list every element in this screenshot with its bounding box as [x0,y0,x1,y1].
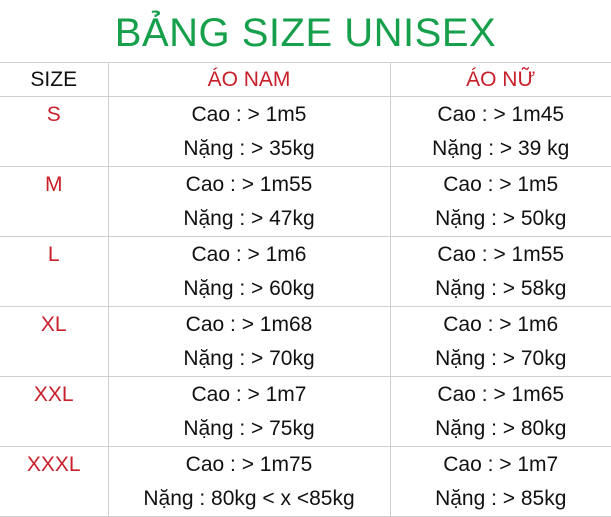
women-height: Cao : > 1m5 [391,167,611,201]
men-weight: Nặng : > 70kg [109,341,390,375]
women-weight: Nặng : > 39 kg [391,131,611,165]
men-weight: Nặng : 80kg < x <85kg [109,481,390,515]
header-size: SIZE [0,63,108,97]
men-height: Cao : > 1m75 [109,447,390,481]
men-weight: Nặng : > 47kg [109,201,390,235]
men-height: Cao : > 1m6 [109,237,390,271]
size-label: M [0,167,108,237]
men-height: Cao : > 1m7 [109,377,390,411]
size-label: XXL [0,377,108,447]
header-men: ÁO NAM [108,63,390,97]
men-weight: Nặng : > 60kg [109,271,390,305]
men-weight: Nặng : > 75kg [109,411,390,445]
women-weight: Nặng : > 70kg [391,341,611,375]
size-label: XXXL [0,447,108,517]
women-weight: Nặng : > 50kg [391,201,611,235]
women-height: Cao : > 1m45 [391,97,611,131]
men-height: Cao : > 1m68 [109,307,390,341]
women-weight: Nặng : > 58kg [391,271,611,305]
women-height: Cao : > 1m65 [391,377,611,411]
size-label: XL [0,307,108,377]
page-title: BẢNG SIZE UNISEX [0,0,611,62]
men-height: Cao : > 1m5 [109,97,390,131]
size-label: S [0,97,108,167]
header-women: ÁO NỮ [390,63,611,97]
men-weight: Nặng : > 35kg [109,131,390,165]
women-height: Cao : > 1m6 [391,307,611,341]
women-height: Cao : > 1m7 [391,447,611,481]
women-height: Cao : > 1m55 [391,237,611,271]
size-label: L [0,237,108,307]
women-weight: Nặng : > 80kg [391,411,611,445]
men-height: Cao : > 1m55 [109,167,390,201]
table-header-row: SIZE ÁO NAM ÁO NỮ [0,63,611,97]
women-weight: Nặng : > 85kg [391,481,611,515]
